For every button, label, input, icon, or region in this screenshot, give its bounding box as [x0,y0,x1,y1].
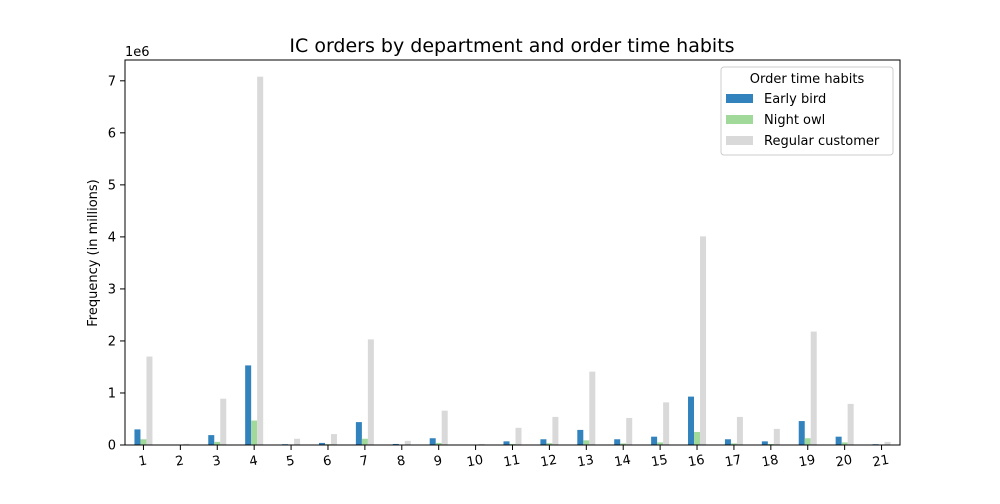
x-tick-label: 7 [359,453,370,469]
bar-night-owl-19 [805,438,811,445]
bar-regular-customer-15 [663,402,669,445]
bar-night-owl-16 [694,432,700,445]
bar-early-bird-4 [245,365,251,445]
legend-label-night-owl: Night owl [764,113,825,128]
bar-early-bird-3 [208,435,214,445]
y-tick-label: 7 [108,74,116,89]
bar-early-bird-14 [614,439,620,445]
bar-regular-customer-11 [516,428,522,445]
x-tick-label: 11 [502,453,521,471]
bar-regular-customer-16 [700,236,706,445]
bar-early-bird-18 [762,441,768,445]
bar-early-bird-15 [651,437,657,445]
chart-title: IC orders by department and order time h… [289,35,734,57]
y-axis-label: Frequency (in millions) [86,179,101,327]
bar-regular-customer-7 [368,339,374,445]
bar-regular-customer-5 [294,439,300,445]
bar-regular-customer-3 [220,399,226,445]
bar-regular-customer-4 [257,77,263,445]
x-tick-label: 21 [871,453,890,471]
legend-swatch-regular-customer [726,136,753,145]
x-tick-label: 14 [613,453,632,471]
x-tick-label: 8 [396,453,407,469]
y-axis: 0 1 2 3 4 5 6 7 [108,74,125,453]
y-tick-label: 4 [108,230,116,245]
legend-label-early-bird: Early bird [764,92,826,107]
y-tick-label: 3 [108,282,116,297]
bar-early-bird-17 [725,439,731,445]
bar-regular-customer-19 [811,332,817,445]
bar-regular-customer-6 [331,434,337,445]
bar-night-owl-7 [362,439,368,445]
x-tick-label: 2 [174,453,185,469]
legend-swatch-early-bird [726,94,753,103]
bar-regular-customer-17 [737,417,743,445]
y-tick-label: 0 [108,439,116,454]
x-tick-label: 9 [433,453,444,469]
x-tick-label: 20 [835,453,854,471]
x-tick-label: 16 [687,453,706,471]
x-tick-label: 10 [466,453,485,471]
y-tick-label: 1 [108,386,116,401]
bar-early-bird-1 [134,429,140,445]
legend-label-regular-customer: Regular customer [764,134,880,149]
bar-regular-customer-13 [589,372,595,445]
y-tick-label: 2 [108,334,116,349]
bar-regular-customer-20 [848,404,854,445]
bar-regular-customer-8 [405,441,411,445]
x-tick-label: 18 [761,453,780,471]
legend-swatch-night-owl [726,115,753,124]
x-tick-label: 3 [211,453,222,469]
legend: Order time habits Early bird Night owl Regu… [721,67,893,155]
x-tick-label: 13 [576,453,595,471]
bar-regular-customer-12 [552,417,558,445]
x-tick-label: 6 [322,453,333,469]
legend-title: Order time habits [750,72,865,87]
x-tick-label: 12 [539,453,558,471]
bar-night-owl-13 [583,440,589,445]
bar-early-bird-19 [799,421,805,445]
x-tick-label: 1 [137,453,148,469]
x-tick-label: 5 [285,453,296,469]
bar-early-bird-13 [577,430,583,445]
bar-regular-customer-9 [442,411,448,445]
bar-early-bird-11 [504,441,510,445]
bar-early-bird-7 [356,422,362,445]
bar-regular-customer-14 [626,418,632,445]
y-tick-label: 5 [108,178,116,193]
x-tick-label: 4 [248,453,259,469]
y-offset-label: 1e6 [125,45,150,60]
bar-night-owl-4 [251,421,257,445]
bar-regular-customer-1 [146,357,152,445]
bar-night-owl-1 [140,439,146,445]
bar-early-bird-20 [836,437,842,445]
x-tick-label: 17 [724,453,743,471]
bar-early-bird-9 [430,438,436,445]
bar-early-bird-12 [540,439,546,445]
x-tick-label: 15 [650,453,669,471]
y-tick-label: 6 [108,126,116,141]
bar-regular-customer-18 [774,429,780,445]
bar-early-bird-16 [688,397,694,445]
x-tick-label: 19 [798,453,817,471]
